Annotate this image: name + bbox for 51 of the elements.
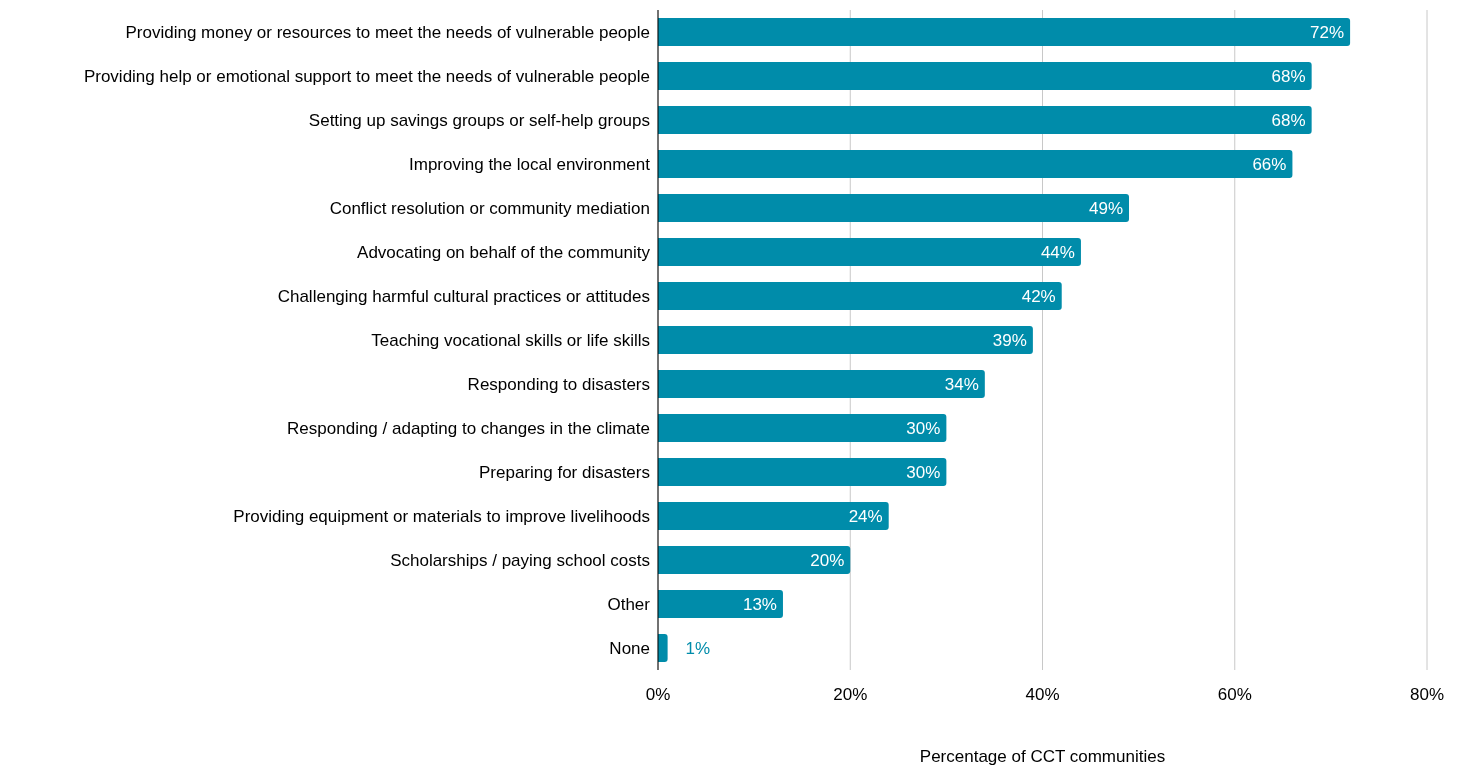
- data-label: 49%: [1088, 198, 1124, 218]
- data-label: 30%: [906, 462, 941, 482]
- x-tick-label: 60%: [1217, 685, 1252, 705]
- bar: [658, 414, 947, 442]
- bar: [658, 634, 668, 662]
- x-tick-label: 0%: [645, 685, 671, 705]
- x-tick-label: 80%: [1409, 685, 1445, 705]
- bar: [658, 590, 783, 618]
- data-label: 1%: [685, 638, 711, 658]
- bar: [658, 106, 1312, 134]
- y-tick-label: Improving the local environment: [409, 155, 651, 175]
- data-label: 30%: [906, 418, 941, 438]
- data-label: 42%: [1021, 286, 1056, 306]
- x-tick-label: 20%: [833, 685, 868, 705]
- bar: [658, 370, 985, 398]
- bar: [658, 326, 1033, 354]
- y-tick-label: Advocating on behalf of the community: [357, 243, 651, 263]
- data-label: 68%: [1271, 110, 1306, 130]
- y-tick-label: Conflict resolution or community mediation: [329, 199, 650, 219]
- data-label: 72%: [1310, 22, 1345, 42]
- data-label: 44%: [1040, 242, 1075, 262]
- data-label: 24%: [848, 506, 883, 526]
- data-label: 39%: [992, 330, 1027, 350]
- y-tick-label: Scholarships / paying school costs: [390, 551, 650, 571]
- y-tick-label: Teaching vocational skills or life skills: [371, 331, 650, 351]
- bar: [658, 194, 1130, 222]
- y-tick-label: Responding / adapting to changes in the climate: [287, 419, 650, 439]
- y-tick-label: Providing help or emotional support to meet the needs of vulnerable people: [83, 67, 650, 87]
- data-label: 68%: [1271, 66, 1306, 86]
- bar: [658, 282, 1062, 310]
- data-label: 66%: [1252, 154, 1287, 174]
- y-tick-label: Preparing for disasters: [478, 463, 650, 483]
- bar: [658, 238, 1081, 266]
- bar: [658, 546, 851, 574]
- x-tick-label: 40%: [1025, 685, 1060, 705]
- data-label: 34%: [944, 374, 979, 394]
- bar: [658, 18, 1351, 46]
- y-tick-label: Providing money or resources to meet the needs of vulnerable people: [125, 23, 650, 43]
- bar: [658, 150, 1293, 178]
- data-label: 13%: [742, 594, 777, 614]
- bar: [658, 62, 1312, 90]
- y-tick-label: Challenging harmful cultural practices or attitudes: [277, 287, 650, 307]
- y-tick-label: Setting up savings groups or self-help groups: [308, 111, 650, 131]
- bar: [658, 458, 947, 486]
- bar: [658, 502, 889, 530]
- y-tick-label: Other: [607, 595, 651, 615]
- y-tick-label: Responding to disasters: [467, 375, 650, 395]
- x-axis-title: Percentage of CCT communities: [919, 747, 1166, 766]
- y-tick-label: Providing equipment or materials to improve livelihoods: [233, 507, 650, 527]
- data-label: 20%: [810, 550, 845, 570]
- y-tick-label: None: [609, 639, 650, 659]
